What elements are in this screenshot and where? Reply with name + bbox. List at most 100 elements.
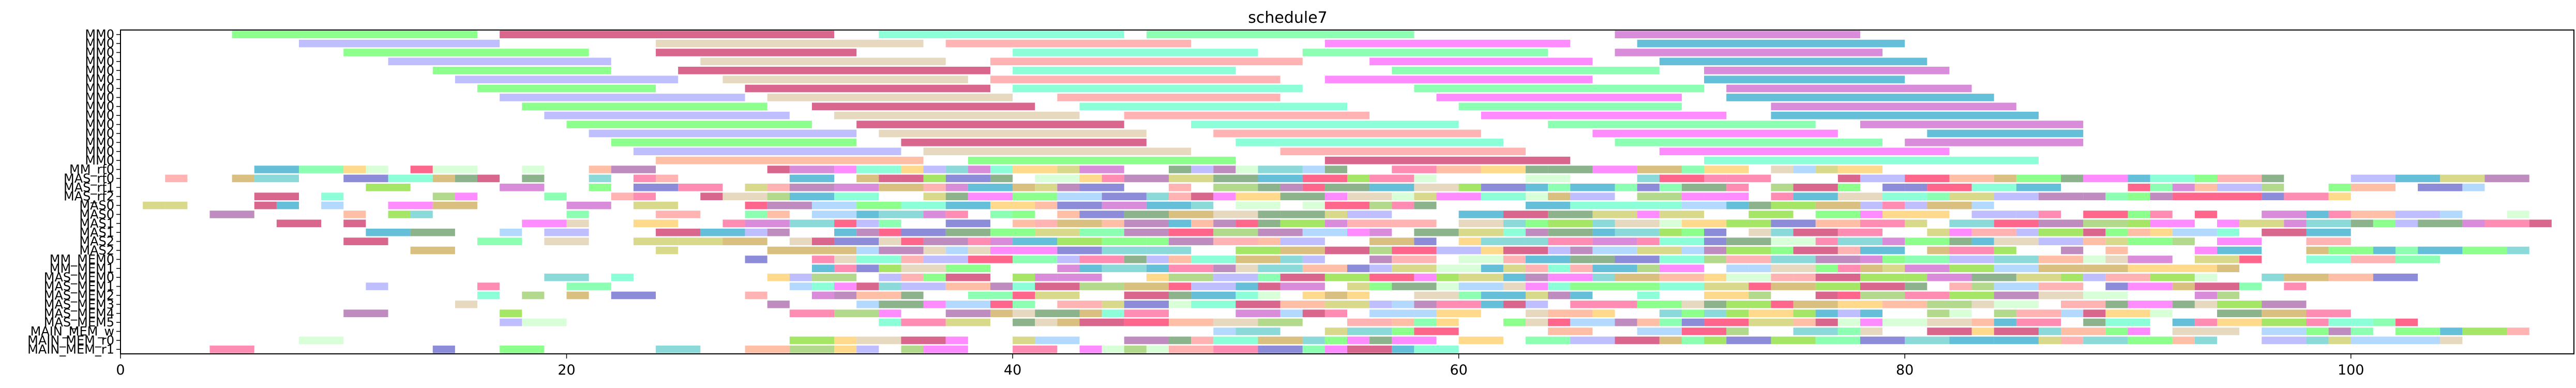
task-bar: [1637, 327, 1682, 335]
task-bar: [789, 192, 835, 200]
task-bar: [767, 192, 790, 200]
task-bar: [1860, 201, 1883, 210]
task-bar: [1860, 318, 1883, 326]
task-bar: [879, 264, 901, 273]
task-bar: [1191, 282, 1236, 290]
task-bar: [1079, 166, 1124, 173]
y-tick-label: MAS0: [79, 198, 114, 213]
task-bar: [990, 309, 1013, 318]
task-bar: [1392, 66, 1660, 74]
y-tick-label: MAIN_MEM_r1: [27, 342, 114, 356]
task-bar: [1414, 192, 1437, 200]
y-tick-label: MAS_MEM0: [44, 270, 114, 285]
task-bar: [500, 228, 522, 236]
task-bar: [1570, 301, 1615, 308]
task-bar: [1526, 309, 1548, 318]
task-bar: [1057, 301, 1102, 308]
task-bar: [1168, 336, 1192, 345]
task-bar: [1168, 264, 1214, 273]
task-bar: [1369, 282, 1392, 290]
task-bar: [1681, 219, 1727, 228]
task-bar: [633, 237, 679, 245]
task-bar: [522, 291, 545, 300]
task-bar: [1615, 256, 1660, 263]
task-bar: [2083, 211, 2128, 218]
task-bar: [1324, 166, 1347, 173]
task-bar: [1860, 327, 1883, 335]
task-bar: [2328, 318, 2351, 326]
task-bar: [1637, 174, 1660, 183]
task-bar: [767, 166, 790, 173]
task-bar: [2373, 273, 2418, 281]
task-bar: [745, 228, 767, 236]
x-axis: 0 20 40 60 80 100: [116, 354, 2364, 378]
task-bar: [1392, 246, 1437, 255]
task-bar: [901, 166, 924, 173]
task-bar: [589, 166, 611, 173]
task-bar: [1815, 291, 1838, 300]
task-bar: [1168, 282, 1192, 290]
y-tick-label: MM0: [85, 99, 114, 114]
task-bar: [1280, 246, 1325, 255]
task-bar: [1280, 184, 1303, 191]
task-bar: [1526, 201, 1571, 210]
task-bar: [1570, 184, 1615, 191]
task-bar: [1079, 264, 1102, 273]
task-bar: [1503, 301, 1526, 308]
task-bar: [901, 139, 1147, 146]
task-bar: [544, 228, 589, 236]
task-bar: [1771, 237, 1816, 245]
task-bar: [879, 228, 901, 236]
task-bar: [1704, 237, 1727, 245]
task-bar: [2239, 282, 2262, 290]
task-bar: [1258, 166, 1303, 173]
task-bar: [1324, 192, 1347, 200]
task-bar: [388, 211, 411, 218]
task-bar: [1302, 166, 1325, 173]
task-bar: [656, 156, 924, 165]
task-bar: [1258, 336, 1303, 345]
task-bar: [1905, 264, 1950, 273]
task-bar: [1503, 264, 1526, 273]
task-bar: [1860, 219, 1905, 228]
task-bar: [2328, 336, 2351, 345]
task-bar: [1771, 282, 1816, 290]
x-tick-label: 20: [558, 362, 575, 378]
task-bar: [1414, 201, 1437, 210]
task-bar: [276, 219, 322, 228]
task-bar: [1927, 246, 1950, 255]
task-bar: [2105, 282, 2128, 290]
task-bar: [1146, 346, 1169, 353]
task-bar: [209, 346, 254, 353]
task-bar: [1905, 273, 1927, 281]
task-bar: [2395, 256, 2441, 263]
task-bar: [1905, 291, 1950, 300]
task-bar: [2351, 318, 2373, 326]
task-bar: [343, 166, 366, 173]
task-bar: [1704, 228, 1727, 236]
task-bar: [1124, 301, 1169, 308]
task-bar: [856, 121, 1124, 128]
task-bar: [1882, 237, 1905, 245]
task-bar: [2194, 273, 2217, 281]
task-bar: [2328, 246, 2373, 255]
task-bar: [2194, 282, 2240, 290]
task-bar: [2306, 228, 2351, 236]
task-bar: [1837, 237, 1883, 245]
task-bar: [1481, 184, 1526, 191]
task-bar: [1035, 273, 1058, 281]
task-bar: [366, 184, 411, 191]
task-bar: [1704, 336, 1727, 345]
task-bar: [1771, 336, 1816, 345]
task-bar: [1213, 273, 1258, 281]
task-bar: [1771, 201, 1816, 210]
task-bar: [1570, 264, 1593, 273]
task-bar: [767, 211, 790, 218]
task-bar: [455, 301, 478, 308]
task-bar: [2038, 228, 2084, 236]
task-bar: [1013, 237, 1058, 245]
task-bar: [1905, 237, 1950, 245]
task-bar: [2105, 192, 2128, 200]
task-bar: [834, 184, 879, 191]
task-bar: [1570, 336, 1615, 345]
